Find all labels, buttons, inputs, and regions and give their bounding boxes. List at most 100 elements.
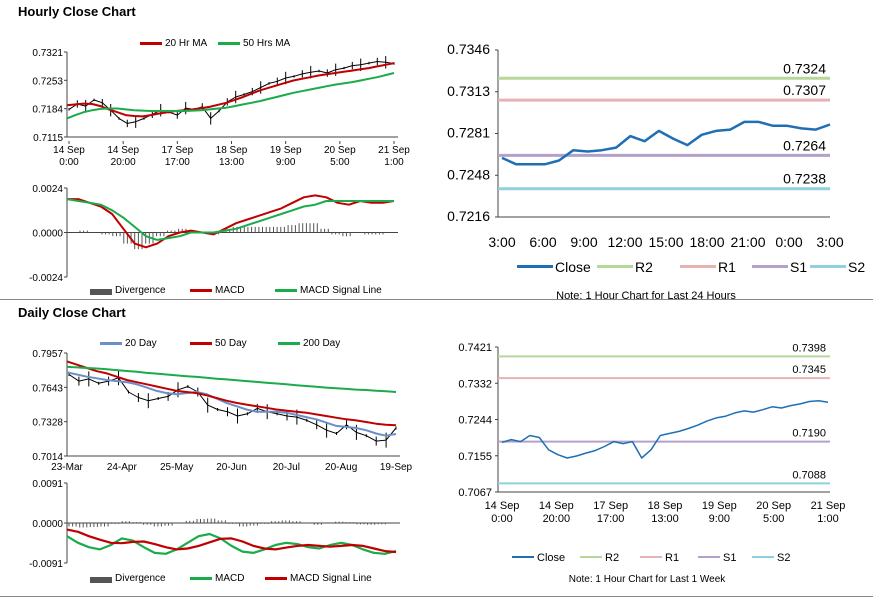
hourly-price-x-tick: 17 Sep — [161, 145, 193, 156]
weekly-x-tick: 19 Sep — [702, 500, 737, 512]
weekly-r1-label: 0.7345 — [792, 364, 826, 376]
daily-macd-y-tick: -0.0091 — [29, 559, 63, 570]
weekly-y-tick: 0.7421 — [458, 342, 492, 354]
daily-price-x-tick: 25-May — [160, 462, 193, 473]
legend-weekly-r2-swatch — [580, 556, 602, 558]
legend-weekly-close: Close — [537, 552, 565, 564]
daily-price-x-tick: 20-Jul — [273, 462, 300, 473]
weekly-x-tick: 17:00 — [597, 513, 625, 525]
daily-50-day-line — [66, 360, 397, 427]
daily-price-x-tick: 20-Jun — [216, 462, 247, 473]
weekly-x-tick: 14 Sep — [485, 500, 520, 512]
hourly-24h-x-tick: 21:00 — [730, 234, 765, 250]
hourly-price-y-tick: 0.7115 — [33, 133, 63, 144]
weekly-close-line — [501, 399, 829, 459]
weekly-x-tick: 18 Sep — [648, 500, 683, 512]
daily-macd-signal-line — [66, 528, 397, 554]
hourly-price-y-tick: 0.7321 — [32, 48, 63, 59]
legend-24h-r1: R1 — [718, 259, 736, 275]
legend-daily-macd-swatch — [190, 577, 212, 580]
daily-price-y-tick: 0.7014 — [32, 452, 63, 463]
hourly-24h-close-line — [501, 120, 831, 166]
hourly-24h-r1-label: 0.7307 — [783, 82, 826, 98]
bottom-rule — [0, 596, 873, 597]
daily-price-y-tick: 0.7328 — [32, 418, 63, 429]
legend-hourly-macd-swatch — [190, 289, 212, 292]
daily-20-day-line — [66, 371, 397, 437]
weekly-x-tick: 13:00 — [651, 513, 679, 525]
legend-24h-s1: S1 — [790, 259, 807, 275]
legend-daily-divergence: Divergence — [115, 573, 166, 584]
hourly-price-x-tick: 1:00 — [384, 157, 404, 168]
daily-price-x-tick: 23-Mar — [51, 462, 83, 473]
weekly-s2-label: 0.7088 — [792, 469, 826, 481]
legend-50hr-ma: 50 Hrs MA — [243, 38, 291, 49]
hourly-24h-x-tick: 12:00 — [607, 234, 642, 250]
legend-24h-r1-swatch — [680, 265, 716, 268]
daily-200-day-line — [66, 365, 397, 393]
weekly-x-tick: 17 Sep — [593, 500, 628, 512]
legend-24h-s1-swatch — [752, 265, 788, 268]
daily-price-x-tick: 20-Aug — [325, 462, 357, 473]
legend-hourly-macd-signal-swatch — [275, 289, 297, 292]
hourly-macd-line — [67, 194, 395, 249]
weekly-y-tick: 0.7155 — [458, 451, 492, 463]
hourly-macd-signal-line — [66, 198, 394, 241]
hourly-24h-x-tick: 15:00 — [648, 234, 683, 250]
hourly-price-y-tick: 0.7184 — [32, 105, 63, 116]
hourly-price-y-tick: 0.7253 — [32, 76, 63, 87]
legend-24h-close: Close — [555, 259, 591, 275]
hourly-price-x-tick: 5:00 — [330, 157, 350, 168]
legend-weekly-close-swatch — [512, 556, 534, 558]
legend-weekly-s1: S1 — [723, 552, 736, 564]
hourly-price-x-tick: 21 Sep — [378, 145, 410, 156]
weekly-x-tick: 9:00 — [709, 513, 730, 525]
legend-20-day: 20 Day — [125, 338, 157, 349]
weekly-x-tick: 20:00 — [543, 513, 571, 525]
daily-price-y-tick: 0.7643 — [32, 383, 63, 394]
legend-24h-s2-swatch — [810, 265, 846, 268]
legend-weekly-r1: R1 — [665, 552, 679, 564]
legend-200-day-swatch — [278, 342, 300, 345]
legend-200-day: 200 Day — [303, 338, 340, 349]
legend-daily-macd: MACD — [215, 573, 244, 584]
hourly-price-x-tick: 19 Sep — [270, 145, 302, 156]
legend-weekly-s1-swatch — [698, 556, 720, 558]
hourly-24h-x-tick: 0:00 — [775, 234, 802, 250]
daily-price-x-tick: 19-Sep — [380, 462, 413, 473]
daily-price-y-tick: 0.7957 — [32, 349, 63, 360]
weekly-x-tick: 1:00 — [817, 513, 838, 525]
hourly-24h-y-tick: 0.7313 — [447, 83, 490, 99]
legend-50-day: 50 Day — [215, 338, 247, 349]
legend-20-day-swatch — [100, 342, 122, 345]
hourly-24h-x-tick: 6:00 — [529, 234, 556, 250]
legend-20hr-ma-swatch — [140, 42, 162, 45]
hourly-24h-x-tick: 18:00 — [689, 234, 724, 250]
weekly-s1-label: 0.7190 — [792, 428, 826, 440]
legend-20hr-ma: 20 Hr MA — [165, 38, 208, 49]
legend-hourly-divergence: Divergence — [115, 285, 166, 296]
weekly-y-tick: 0.7244 — [458, 415, 492, 427]
legend-hourly-macd-signal: MACD Signal Line — [300, 285, 382, 296]
hourly-24h-x-tick: 3:00 — [488, 234, 515, 250]
hourly-price-x-tick: 14 Sep — [53, 145, 85, 156]
legend-24h-s2: S2 — [848, 259, 865, 275]
daily-price-line — [68, 374, 397, 442]
legend-weekly-s2-swatch — [752, 556, 774, 558]
weekly-x-tick: 5:00 — [763, 513, 784, 525]
legend-50hr-ma-swatch — [218, 42, 240, 45]
legend-daily-macd-signal-swatch — [265, 577, 287, 580]
hourly-price-x-tick: 9:00 — [276, 157, 296, 168]
hourly-price-x-tick: 20:00 — [111, 157, 136, 168]
legend-daily-divergence-swatch — [90, 577, 112, 583]
daily-section-title: Daily Close Chart — [18, 305, 126, 320]
hourly-macd-y-tick: -0.0024 — [29, 273, 63, 284]
hourly-24h-y-tick: 0.7346 — [447, 41, 490, 57]
hourly-24h-r2-label: 0.7324 — [783, 60, 826, 76]
hourly-price-line — [68, 61, 395, 124]
legend-weekly-s2: S2 — [777, 552, 790, 564]
weekly-x-tick: 14 Sep — [539, 500, 574, 512]
hourly-price-x-tick: 14 Sep — [107, 145, 139, 156]
legend-weekly-r1-swatch — [640, 556, 662, 558]
